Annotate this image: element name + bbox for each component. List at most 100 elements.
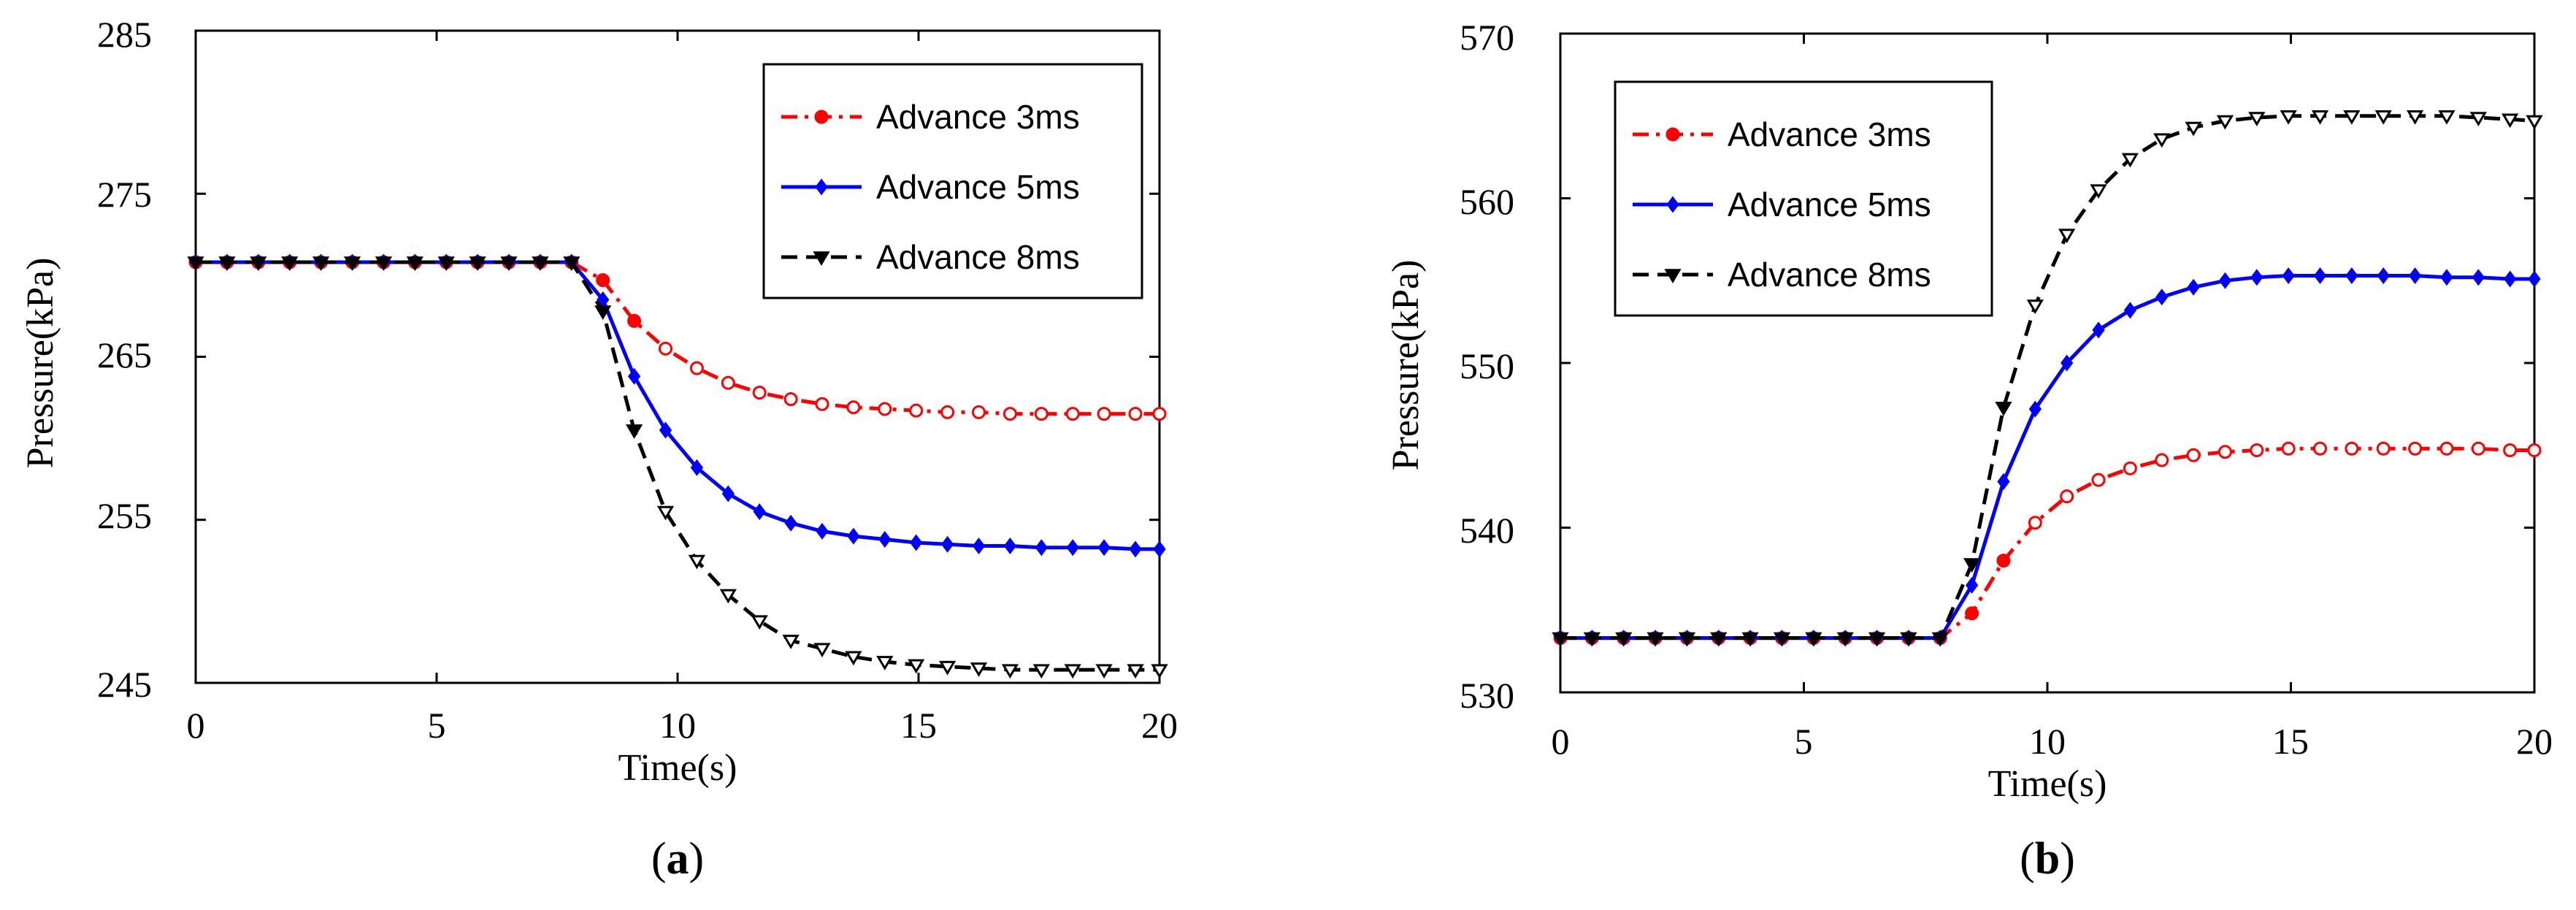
data-point-marker: [846, 400, 861, 415]
data-point-marker: [940, 535, 954, 553]
data-point-marker: [1127, 664, 1144, 679]
legend-box: [1614, 80, 1993, 317]
data-point-marker: [1152, 407, 1167, 421]
data-point-marker: [815, 397, 829, 411]
panel-label-a: (a): [651, 834, 704, 884]
data-point-marker: [2121, 153, 2139, 168]
data-point-marker: [2343, 110, 2361, 125]
data-point-marker: [1868, 632, 1886, 647]
data-point-marker: [1741, 632, 1759, 647]
y-tick-label: 530: [1460, 675, 1514, 716]
data-point-marker: [437, 256, 455, 271]
data-point-marker: [2185, 121, 2202, 137]
y-tick-label: 550: [1460, 345, 1514, 386]
data-point-marker: [1034, 407, 1049, 421]
data-point-marker: [2218, 272, 2232, 289]
data-point-marker: [2092, 321, 2105, 339]
x-tick-label: 20: [2516, 721, 2553, 762]
data-point-marker: [2471, 441, 2485, 456]
data-point-marker: [845, 651, 862, 666]
data-point-marker: [1552, 632, 1569, 647]
data-point-marker: [2408, 267, 2422, 284]
data-point-marker: [406, 256, 423, 271]
data-point-marker: [1065, 407, 1080, 421]
data-point-marker: [2123, 461, 2137, 475]
data-point-marker: [2504, 270, 2517, 288]
data-point-marker: [2028, 516, 2042, 530]
data-point-marker: [656, 505, 675, 521]
legend-label: Advance 3ms: [1728, 115, 1931, 153]
panel-label-paren: (: [651, 834, 667, 884]
data-point-marker: [1066, 539, 1079, 557]
x-tick-label: 5: [1795, 721, 1813, 762]
data-point-marker: [2469, 112, 2487, 126]
data-point-marker: [563, 256, 580, 271]
data-point-marker: [1151, 664, 1168, 679]
series-line: [1560, 114, 2535, 641]
data-point-marker: [689, 361, 704, 375]
data-point-marker: [2282, 267, 2295, 284]
data-point-marker: [1097, 539, 1111, 557]
data-point-marker: [1032, 664, 1050, 679]
data-point-marker: [594, 305, 612, 320]
data-point-marker: [2526, 115, 2543, 130]
legend-samples: [1633, 127, 1713, 283]
data-point-marker: [281, 256, 299, 271]
data-point-marker: [1666, 196, 1679, 213]
data-point-marker: [782, 635, 800, 649]
chart-panel-b: 530 540 550 560 570 0 5 10 15 20 Time(s)…: [1385, 17, 2553, 884]
legend-label: Advance 5ms: [1728, 186, 1931, 223]
data-point-marker: [1095, 664, 1113, 679]
data-point-marker: [1995, 402, 2012, 416]
data-point-marker: [2028, 400, 2042, 418]
data-point-marker: [2060, 489, 2074, 504]
data-point-marker: [816, 522, 829, 540]
x-axis-title: Time(s): [1988, 763, 2107, 805]
data-point-marker: [1129, 540, 1142, 558]
y-tick-label: 245: [97, 664, 152, 705]
data-point-marker: [878, 531, 892, 548]
data-point-marker: [627, 313, 642, 328]
x-tick-label: 15: [2272, 721, 2309, 762]
data-point-marker: [2345, 267, 2358, 284]
data-point-marker: [1664, 269, 1682, 283]
data-point-marker: [2345, 441, 2359, 456]
y-tick-label: 560: [1460, 181, 1514, 222]
data-point-marker: [721, 485, 735, 502]
data-point-marker: [1003, 407, 1017, 421]
data-point-marker: [2528, 270, 2541, 288]
data-point-marker: [2090, 184, 2107, 199]
data-point-marker: [1647, 632, 1664, 647]
y-tick-label: 285: [97, 14, 152, 55]
data-point-marker: [2216, 115, 2234, 130]
data-point-marker: [688, 554, 706, 570]
data-point-marker: [2408, 441, 2423, 456]
data-point-marker: [2186, 448, 2201, 462]
data-point-marker: [596, 273, 610, 288]
data-point-marker: [938, 660, 957, 676]
data-point-marker: [878, 402, 892, 416]
legend-b: Advance 3ms Advance 5ms Advance 8ms: [1614, 80, 1993, 317]
legend-label: Advance 5ms: [876, 168, 1080, 206]
data-point-marker: [719, 589, 737, 604]
data-point-marker: [659, 341, 672, 356]
data-point-marker: [2406, 110, 2424, 125]
legend-a: Advance 3ms Advance 5ms Advance 8ms: [762, 63, 1143, 299]
data-point-marker: [690, 459, 704, 476]
data-point-marker: [1773, 632, 1791, 647]
data-point-marker: [2061, 354, 2074, 372]
data-point-marker: [2187, 278, 2200, 296]
legend-samples: [781, 110, 862, 266]
data-point-marker: [814, 110, 829, 124]
data-point-marker: [752, 386, 767, 400]
data-point-marker: [2503, 443, 2518, 458]
data-point-marker: [1710, 632, 1728, 647]
data-point-marker: [972, 405, 986, 419]
data-point-marker: [970, 662, 988, 677]
chart-panel-a: 245 255 265 275 285 0 5 10 15 20 Time(s)…: [20, 14, 1178, 884]
data-point-marker: [1583, 632, 1601, 647]
data-point-marker: [1678, 632, 1696, 647]
data-point-marker: [218, 256, 236, 271]
data-point-marker: [1003, 537, 1017, 554]
